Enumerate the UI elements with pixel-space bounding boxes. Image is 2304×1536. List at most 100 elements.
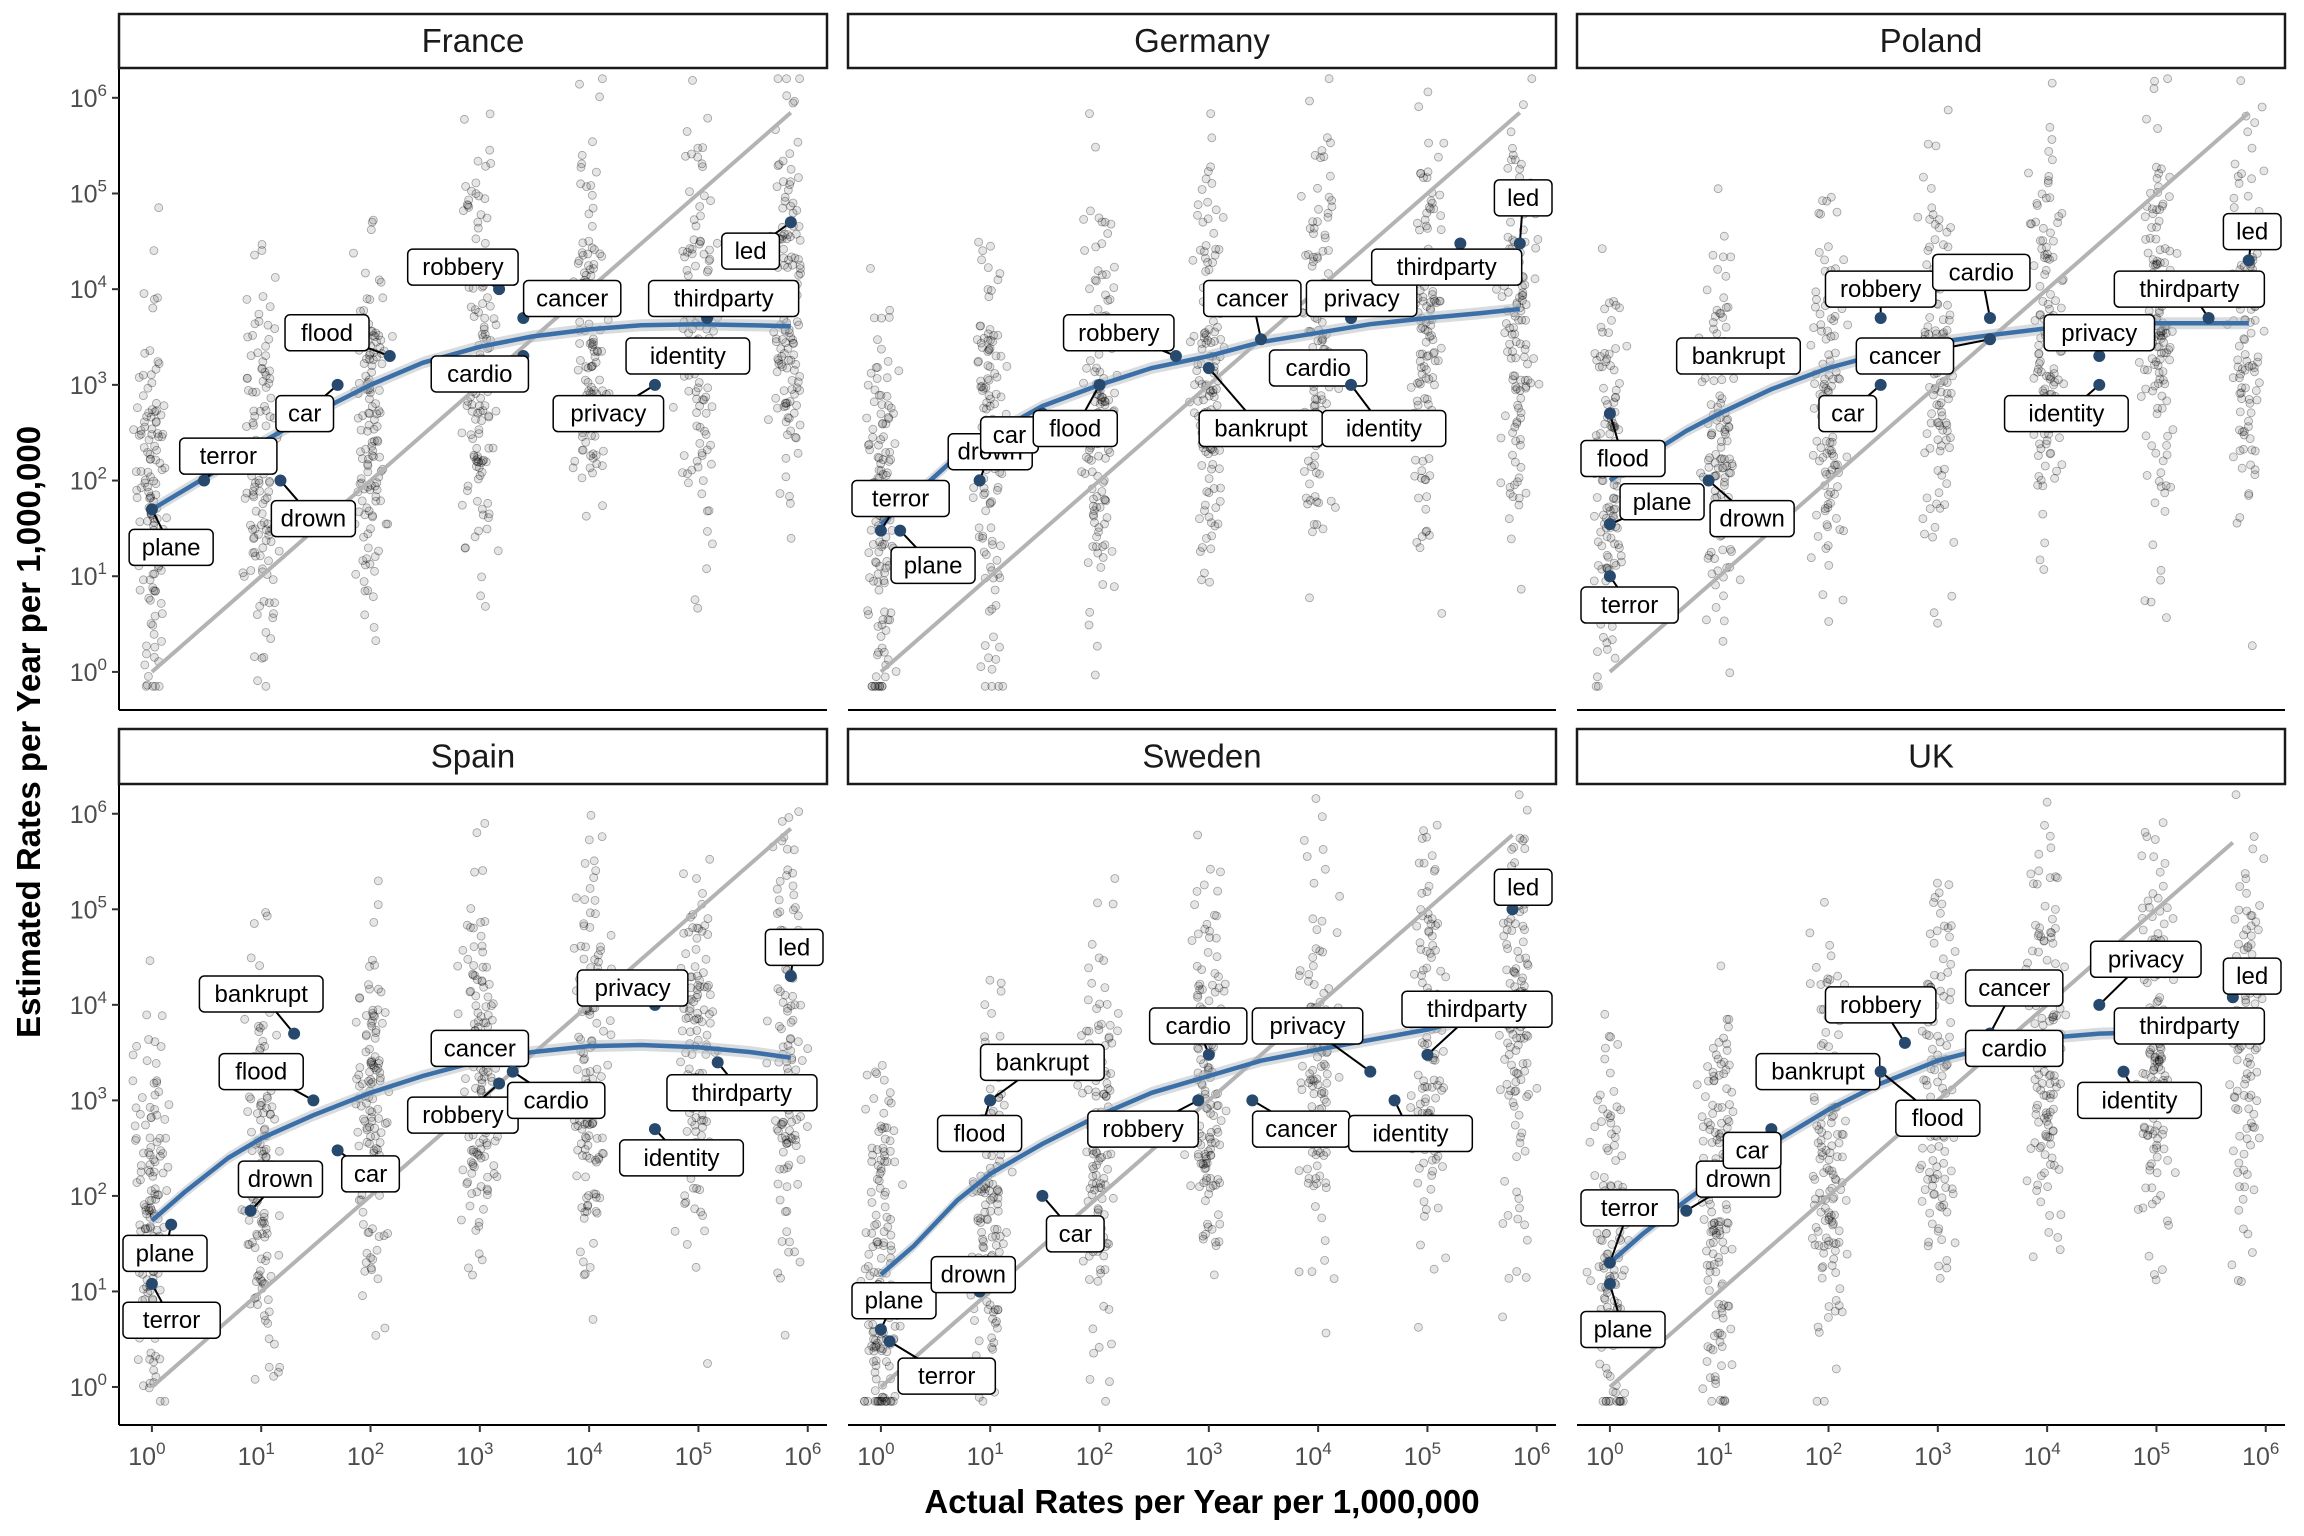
background-point: [259, 652, 269, 662]
background-point: [994, 1247, 1004, 1257]
background-point: [985, 324, 995, 334]
background-point: [458, 1165, 468, 1175]
background-point: [681, 1197, 691, 1207]
background-point: [140, 478, 150, 488]
background-point: [1093, 304, 1103, 314]
background-point: [493, 546, 503, 556]
background-point: [480, 238, 490, 248]
background-point: [2244, 416, 2253, 426]
background-point: [1711, 603, 1721, 612]
background-point: [703, 506, 712, 516]
background-point: [1607, 315, 1616, 325]
background-point: [599, 1026, 608, 1036]
background-point: [1520, 844, 1530, 853]
highlight-point-led: [784, 216, 797, 229]
background-point: [688, 923, 698, 933]
background-point: [996, 978, 1006, 988]
background-point: [1188, 255, 1198, 265]
background-point: [2150, 498, 2160, 508]
background-point: [789, 408, 799, 418]
background-point: [479, 982, 489, 992]
background-point: [383, 1229, 393, 1238]
background-point: [270, 324, 280, 334]
background-point: [1838, 595, 1848, 605]
background-point: [150, 586, 160, 596]
background-point: [2059, 379, 2069, 389]
background-point: [1813, 532, 1823, 541]
background-point: [1522, 959, 1532, 969]
background-point: [684, 386, 694, 396]
background-point: [1406, 1091, 1416, 1100]
background-point: [996, 986, 1006, 996]
background-point: [1313, 253, 1322, 263]
background-point: [1215, 464, 1224, 474]
background-point: [153, 357, 163, 367]
background-point: [268, 613, 278, 623]
background-point: [366, 524, 375, 534]
background-point: [466, 302, 476, 312]
highlight-point-terror: [883, 1335, 896, 1348]
background-point: [682, 265, 692, 275]
background-point: [255, 601, 265, 611]
point-label: drown: [281, 506, 346, 533]
background-point: [979, 403, 989, 413]
background-point: [876, 1253, 886, 1263]
background-point: [980, 641, 990, 650]
background-point: [1599, 1173, 1609, 1182]
background-point: [2257, 102, 2267, 112]
background-point: [1503, 1211, 1513, 1220]
background-point: [1505, 979, 1515, 988]
background-point: [991, 351, 1001, 361]
background-point: [476, 1153, 486, 1163]
point-label: cardio: [524, 1087, 589, 1114]
background-point: [2228, 452, 2238, 462]
background-point: [251, 387, 261, 397]
background-point: [2033, 367, 2042, 377]
background-point: [268, 575, 278, 584]
background-point: [164, 1100, 174, 1109]
background-point: [1083, 558, 1093, 567]
background-point: [372, 352, 382, 362]
background-point: [1307, 1267, 1317, 1276]
background-point: [1294, 1166, 1304, 1175]
background-point: [1085, 607, 1095, 617]
background-point: [2149, 84, 2159, 93]
background-point: [376, 496, 386, 506]
panel-france: France100101102103104105106planeterrordr…: [70, 12, 829, 711]
background-point: [1206, 1109, 1215, 1118]
background-point: [367, 955, 377, 965]
background-point: [871, 1210, 881, 1220]
background-point: [476, 931, 486, 941]
background-point: [1719, 463, 1728, 473]
background-point: [371, 399, 381, 409]
background-point: [1093, 1276, 1103, 1286]
background-point: [471, 1226, 481, 1235]
background-point: [1093, 898, 1102, 908]
background-point: [1091, 142, 1100, 152]
background-point: [2147, 441, 2157, 451]
background-point: [155, 1133, 165, 1143]
background-point: [250, 482, 260, 492]
background-point: [369, 415, 379, 425]
background-point: [142, 1209, 152, 1219]
background-point: [265, 302, 275, 312]
background-point: [1935, 421, 1945, 431]
background-point: [371, 636, 381, 646]
background-point: [374, 1114, 384, 1123]
highlight-point-privacy: [1364, 1065, 1377, 1078]
background-point: [598, 461, 607, 471]
background-point: [148, 569, 158, 579]
background-point: [470, 532, 480, 542]
background-point: [474, 429, 484, 438]
x-tick-label: 103: [1914, 1439, 1951, 1471]
background-point: [1609, 296, 1618, 306]
background-point: [151, 417, 161, 427]
background-point: [886, 403, 896, 413]
background-point: [1419, 858, 1429, 868]
background-point: [780, 192, 790, 202]
background-point: [367, 437, 377, 447]
point-label: terror: [918, 1363, 975, 1390]
background-point: [248, 525, 258, 534]
highlight-point-identity: [2093, 378, 2106, 391]
background-point: [136, 426, 146, 435]
